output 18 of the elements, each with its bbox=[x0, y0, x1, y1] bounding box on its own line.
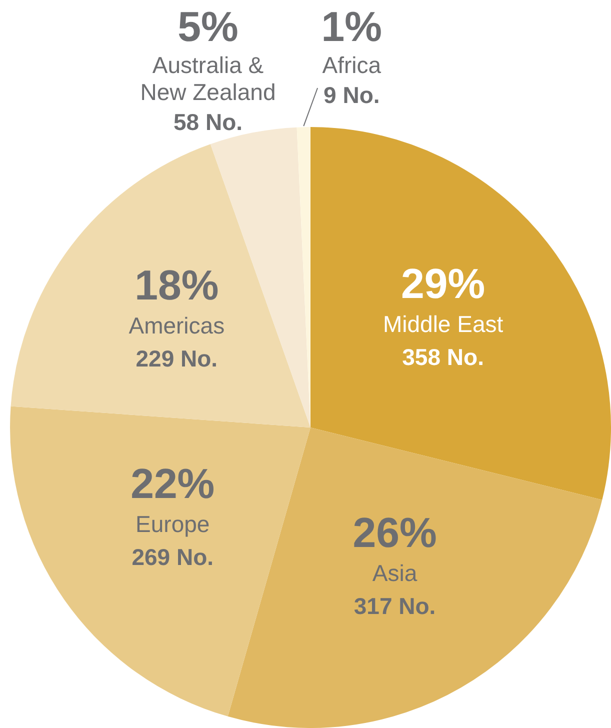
slice-label: Asia bbox=[372, 560, 418, 586]
text: 5% bbox=[178, 3, 238, 50]
slice-label: Australia & New Zealand bbox=[140, 52, 276, 105]
slice-label: Europe bbox=[136, 510, 210, 537]
data-label: 9 No. bbox=[324, 82, 380, 108]
data-label: 229 No. bbox=[136, 346, 218, 372]
text: 26% bbox=[352, 509, 437, 556]
text: 18% bbox=[134, 262, 219, 309]
data-label: 58 No. bbox=[173, 109, 243, 135]
text: 1% bbox=[321, 3, 382, 50]
slice-label: Middle East bbox=[382, 310, 504, 337]
text: 29% bbox=[401, 260, 486, 307]
text: 22% bbox=[130, 460, 215, 507]
slice-label: Americas bbox=[128, 312, 225, 339]
data-label: 317 No. bbox=[354, 593, 436, 620]
data-label: 358 No. bbox=[402, 344, 484, 370]
slice-label: Africa bbox=[322, 52, 382, 78]
data-label: 269 No. bbox=[132, 544, 214, 570]
